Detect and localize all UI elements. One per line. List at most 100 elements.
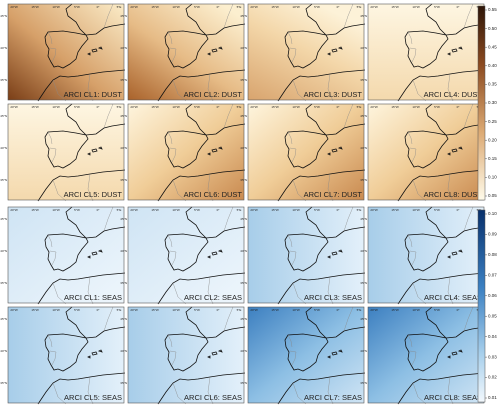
lon-tick-label: 5°W (74, 308, 80, 312)
lon-tick-label: 10°W (292, 208, 300, 212)
map-background (368, 307, 484, 403)
lon-tick-label: 0° (337, 5, 341, 9)
lon-tick-label: 5°E (357, 105, 362, 109)
lon-tick-label: 0° (217, 308, 221, 312)
map-background (128, 207, 244, 303)
colorbar-tick-label: 0.30 (488, 100, 497, 105)
lon-tick-label: 15°W (391, 308, 399, 312)
lon-tick-label: 15°W (271, 5, 279, 9)
lon-tick-label: 5°W (74, 5, 80, 9)
lon-tick-label: 15°W (391, 5, 399, 9)
lon-tick-label: 5°W (194, 208, 200, 212)
colorbar-tick-label: 0.03 (488, 354, 497, 359)
map-background (128, 307, 244, 403)
map-frame (247, 206, 365, 304)
map-frame (7, 103, 125, 201)
lat-tick-label: 35°N (240, 178, 247, 182)
lon-tick-label: 15°W (151, 5, 159, 9)
map-background (8, 104, 124, 200)
lon-tick-label: 15°W (271, 208, 279, 212)
lat-tick-label: 45°N (240, 114, 247, 118)
lon-tick-label: 0° (457, 105, 461, 109)
lon-tick-label: 10°W (292, 5, 300, 9)
lat-tick-label: 40°N (120, 249, 127, 253)
panel-label: ARCI CL3: DUST (304, 90, 363, 99)
lon-tick-label: 5°W (434, 105, 440, 109)
map-frame (7, 306, 125, 404)
lon-tick-label: 20°W (250, 105, 258, 109)
map-panel: 20°W 15°W 10°W 5°W 0° 5°E 45°N 40°N 35°N ARCI CL8… (360, 103, 486, 202)
lat-tick-label: 40°N (0, 46, 7, 50)
colorbar-tick-label: 0.04 (488, 334, 497, 339)
colorbar-tick-label: 0.45 (488, 44, 497, 49)
map-background (128, 104, 244, 200)
lon-tick-label: 20°W (10, 5, 18, 9)
lon-tick-label: 20°W (370, 5, 378, 9)
lat-tick-label: 45°N (240, 317, 247, 321)
map-panel: 20°W 15°W 10°W 5°W 0° 5°E 45°N 40°N 35°N ARCI CL2… (120, 206, 246, 305)
map-panel: 20°W 15°W 10°W 5°W 0° 5°E 45°N 40°N 35°N ARCI CL1… (0, 206, 126, 305)
map-background (248, 4, 364, 100)
panel-label: ARCI CL2: DUST (184, 90, 243, 99)
lon-tick-label: 5°E (117, 105, 122, 109)
lat-tick-label: 40°N (240, 249, 247, 253)
lat-tick-label: 35°N (360, 178, 367, 182)
map-background (248, 207, 364, 303)
lat-tick-label: 40°N (240, 146, 247, 150)
lon-tick-label: 15°W (31, 208, 39, 212)
map-background (248, 307, 364, 403)
colorbar-tick-label: 0.01 (488, 395, 497, 400)
panel-label: ARCI CL6: SEAS (184, 393, 242, 402)
map-panel: 20°W 15°W 10°W 5°W 0° 5°E 45°N 40°N 35°N ARCI CL5… (0, 103, 126, 202)
map-panel: 20°W 15°W 10°W 5°W 0° 5°E 45°N 40°N 35°N ARCI CL2… (120, 3, 246, 102)
lon-tick-label: 0° (97, 5, 101, 9)
panel-label: ARCI CL7: DUST (304, 190, 363, 199)
colorbar-tick-label: 0.25 (488, 119, 497, 124)
lon-tick-label: 5°W (74, 208, 80, 212)
lon-tick-label: 0° (457, 208, 461, 212)
lon-tick-label: 20°W (250, 5, 258, 9)
colorbar-tick-label: 0.05 (488, 313, 497, 318)
colorbar-tick-label: 0.55 (488, 7, 497, 12)
map-frame (7, 3, 125, 101)
map-frame (247, 3, 365, 101)
lon-tick-label: 0° (217, 208, 221, 212)
colorbar-tick-label: 0.06 (488, 293, 497, 298)
colorbar-tick-label: 0.40 (488, 63, 497, 68)
panel-label: ARCI CL1: SEAS (64, 293, 122, 302)
lon-tick-label: 5°W (194, 308, 200, 312)
panel-label: ARCI CL7: SEAS (304, 393, 362, 402)
lat-tick-label: 40°N (240, 46, 247, 50)
map-background (8, 307, 124, 403)
map-frame (247, 103, 365, 201)
lon-tick-label: 0° (217, 105, 221, 109)
lat-tick-label: 35°N (360, 281, 367, 285)
lon-tick-label: 15°W (151, 308, 159, 312)
colorbar-tick-label: 0.10 (488, 211, 497, 216)
lon-tick-label: 20°W (10, 308, 18, 312)
colorbar-tick-label: 0.08 (488, 252, 497, 257)
lat-tick-label: 40°N (0, 146, 7, 150)
panel-label: ARCI CL1: DUST (64, 90, 123, 99)
lon-tick-label: 20°W (130, 105, 138, 109)
lon-tick-label: 10°W (52, 308, 60, 312)
lon-tick-label: 10°W (52, 105, 60, 109)
map-panel: 20°W 15°W 10°W 5°W 0° 5°E 45°N 40°N 35°N ARCI CL4… (360, 3, 486, 102)
lon-tick-label: 15°W (31, 105, 39, 109)
lon-tick-label: 10°W (172, 308, 180, 312)
panel-label: ARCI CL5: SEAS (64, 393, 122, 402)
panel-label: ARCI CL3: SEAS (304, 293, 362, 302)
panel-label: ARCI CL8: DUST (424, 190, 483, 199)
lat-tick-label: 35°N (360, 78, 367, 82)
lon-tick-label: 5°W (314, 5, 320, 9)
lat-tick-label: 40°N (240, 349, 247, 353)
map-frame (127, 3, 245, 101)
lon-tick-label: 5°W (434, 5, 440, 9)
lon-tick-label: 10°W (292, 105, 300, 109)
lon-tick-label: 15°W (271, 308, 279, 312)
lon-tick-label: 5°E (237, 105, 242, 109)
lon-tick-label: 20°W (250, 308, 258, 312)
lon-tick-label: 5°W (314, 308, 320, 312)
lon-tick-label: 10°W (412, 5, 420, 9)
lon-tick-label: 15°W (271, 105, 279, 109)
